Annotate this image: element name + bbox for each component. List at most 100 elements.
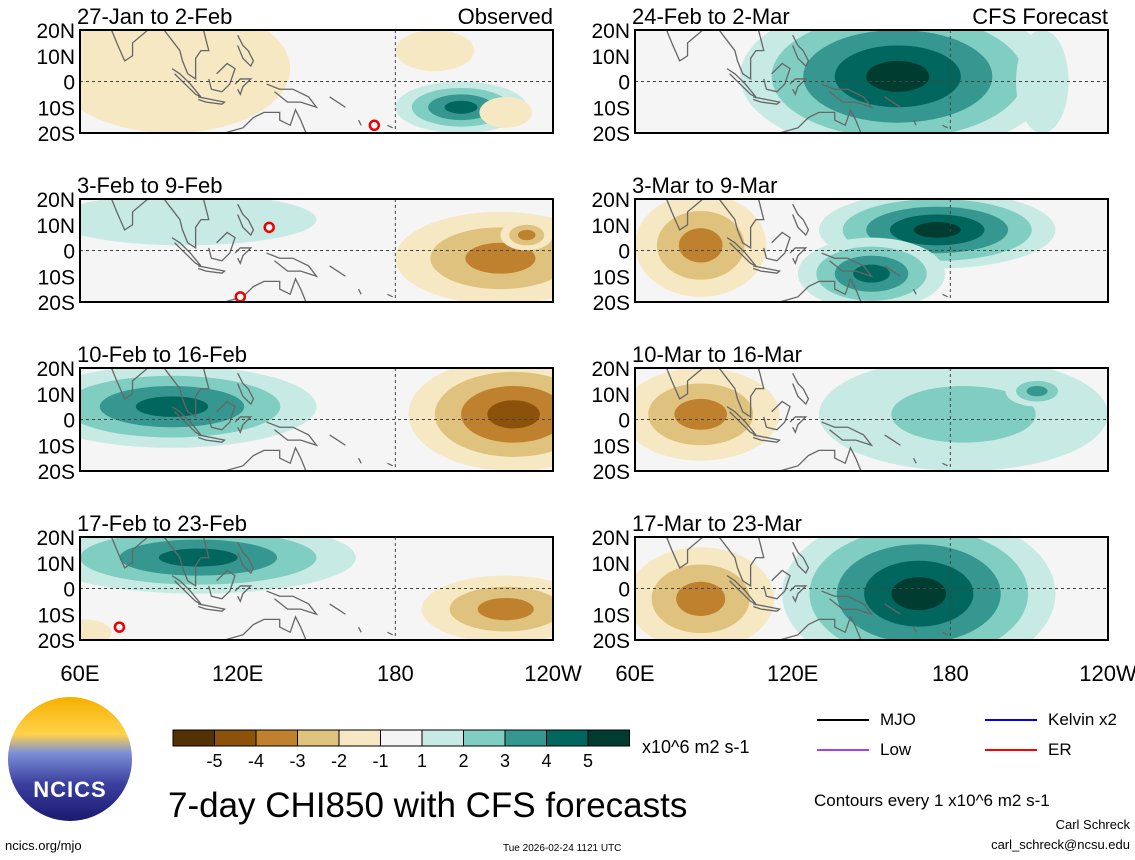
panel-title: 17-Mar to 23-Mar xyxy=(632,511,802,536)
panel-tag: Observed xyxy=(458,4,553,29)
coastline xyxy=(266,421,319,447)
coastline xyxy=(163,199,210,250)
coastline xyxy=(237,372,255,406)
lat-tick-label: 20N xyxy=(591,20,630,43)
coastline xyxy=(329,434,346,446)
coastline xyxy=(387,293,393,298)
anomaly-contour xyxy=(479,96,532,128)
coastline xyxy=(942,631,948,636)
coastline xyxy=(763,569,791,600)
panel-frame xyxy=(634,198,1109,303)
colorbar-tick-label: -2 xyxy=(331,751,347,771)
anomaly-contour xyxy=(674,398,727,430)
coastline xyxy=(792,541,810,575)
colorbar-swatch xyxy=(338,729,381,747)
lat-tick-label: 10S xyxy=(38,604,75,627)
colorbar-swatch xyxy=(587,729,630,747)
legend-label: Kelvin x2 xyxy=(1048,710,1117,729)
coastline xyxy=(266,83,319,109)
coastline xyxy=(821,83,874,109)
lat-tick-label: 10S xyxy=(38,97,75,120)
coastline xyxy=(763,400,791,431)
colorbar-tick-label: 5 xyxy=(583,751,593,771)
lat-tick-label: 10S xyxy=(593,435,630,458)
lon-tick-label: 60E xyxy=(615,661,654,686)
coastline xyxy=(665,30,704,62)
colorbar-swatch xyxy=(463,729,506,747)
coastline xyxy=(198,603,227,612)
coastline xyxy=(266,252,319,278)
website-link[interactable]: ncics.org/mjo xyxy=(5,838,82,853)
lon-tick-label: 120W xyxy=(524,661,582,686)
anomaly-contour xyxy=(1026,386,1048,397)
anomaly-contour xyxy=(891,386,1036,443)
logo-text: NCICS xyxy=(33,777,107,802)
coastline xyxy=(357,457,362,464)
coastline xyxy=(789,78,808,97)
coastline xyxy=(789,247,808,266)
coastline xyxy=(665,368,704,400)
anomaly-contour xyxy=(444,100,478,114)
anomaly-contour xyxy=(477,597,534,621)
coastline xyxy=(357,626,362,633)
lat-tick-label: 20S xyxy=(593,461,630,484)
legend-label: ER xyxy=(1048,740,1072,759)
coastline xyxy=(753,434,782,443)
coastline xyxy=(763,62,791,93)
anomaly-contour xyxy=(395,30,475,72)
coastline xyxy=(387,124,393,129)
coastline xyxy=(110,537,149,569)
coastline xyxy=(718,537,765,588)
anomaly-contour xyxy=(517,229,536,241)
anomaly-contour xyxy=(676,581,726,616)
coastline xyxy=(753,96,782,105)
coastline xyxy=(942,462,948,467)
colorbar-swatch xyxy=(297,729,340,747)
panel-title: 3-Feb to 9-Feb xyxy=(77,173,223,198)
legend-line-kelvin xyxy=(985,719,1037,721)
coastline xyxy=(110,368,149,400)
lat-tick-label: 0 xyxy=(618,72,630,95)
lat-tick-label: 0 xyxy=(63,72,75,95)
coastline xyxy=(198,434,227,443)
lat-tick-label: 20S xyxy=(38,292,75,315)
lat-tick-label: 10N xyxy=(36,553,75,576)
panel-title: 24-Feb to 2-Mar xyxy=(632,4,790,29)
lat-tick-label: 20N xyxy=(36,527,75,550)
anomaly-contour xyxy=(866,60,930,92)
map-panels: 27-Jan to 2-Feb Observed20N10N010S20S3-Fe… xyxy=(36,4,1135,686)
storm-marker xyxy=(113,621,126,633)
lat-tick-label: 0 xyxy=(618,410,630,433)
anomaly-contour xyxy=(913,222,961,238)
lat-tick-label: 10N xyxy=(36,46,75,69)
lat-tick-label: 10N xyxy=(36,384,75,407)
storm-marker xyxy=(263,221,275,234)
coastline xyxy=(266,590,319,616)
lat-tick-label: 10N xyxy=(591,46,630,69)
panel-frame xyxy=(634,29,1109,134)
lon-tick-label: 180 xyxy=(377,661,414,686)
anomaly-contour xyxy=(678,228,723,263)
colorbar-swatch xyxy=(214,729,257,747)
legend-label: Low xyxy=(880,740,912,759)
lat-tick-label: 0 xyxy=(63,410,75,433)
coastline xyxy=(237,541,255,575)
lat-tick-label: 10N xyxy=(591,215,630,238)
lat-tick-label: 20S xyxy=(593,292,630,315)
coastline xyxy=(224,277,307,302)
lat-tick-label: 20N xyxy=(591,358,630,381)
lat-tick-label: 10S xyxy=(38,266,75,289)
anomaly-field xyxy=(80,368,553,471)
coastline xyxy=(329,603,346,615)
coastline xyxy=(792,372,810,406)
coastline xyxy=(224,108,307,133)
coastline xyxy=(718,199,765,250)
coastline xyxy=(208,400,236,431)
author-email[interactable]: carl_schreck@ncsu.edu xyxy=(991,837,1130,852)
coastline xyxy=(718,30,765,81)
coastline xyxy=(329,96,346,108)
coastline xyxy=(942,293,948,298)
